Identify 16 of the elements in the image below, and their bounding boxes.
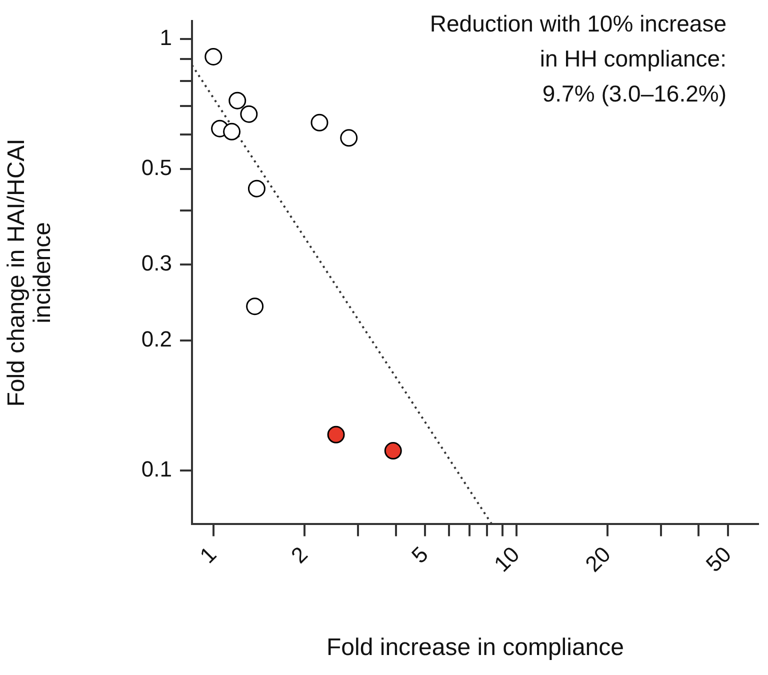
annotation: 9.7% (3.0–16.2%) — [542, 80, 726, 106]
x-tick-label: 1 — [194, 542, 222, 568]
y-tick-label: 0.2 — [141, 326, 172, 352]
x-axis-title: Fold increase in compliance — [326, 634, 624, 662]
x-tick-label: 2 — [286, 542, 312, 568]
annotation: in HH compliance: — [540, 45, 726, 72]
x-tick-label: 50 — [700, 542, 736, 577]
x-tick-label: 20 — [580, 542, 616, 577]
y-axis-title: Fold change in HAI/HCAI incidence — [2, 138, 56, 407]
y-tick-label: 1 — [160, 25, 172, 50]
x-tick-label: 5 — [406, 542, 433, 568]
annotation: Reduction with 10% increase — [430, 10, 726, 36]
y-tick-label: 0.1 — [141, 456, 172, 482]
y-tick-label: 0.3 — [141, 250, 172, 276]
y-tick-label: 0.5 — [141, 154, 172, 180]
x-tick-label: 10 — [489, 542, 524, 577]
